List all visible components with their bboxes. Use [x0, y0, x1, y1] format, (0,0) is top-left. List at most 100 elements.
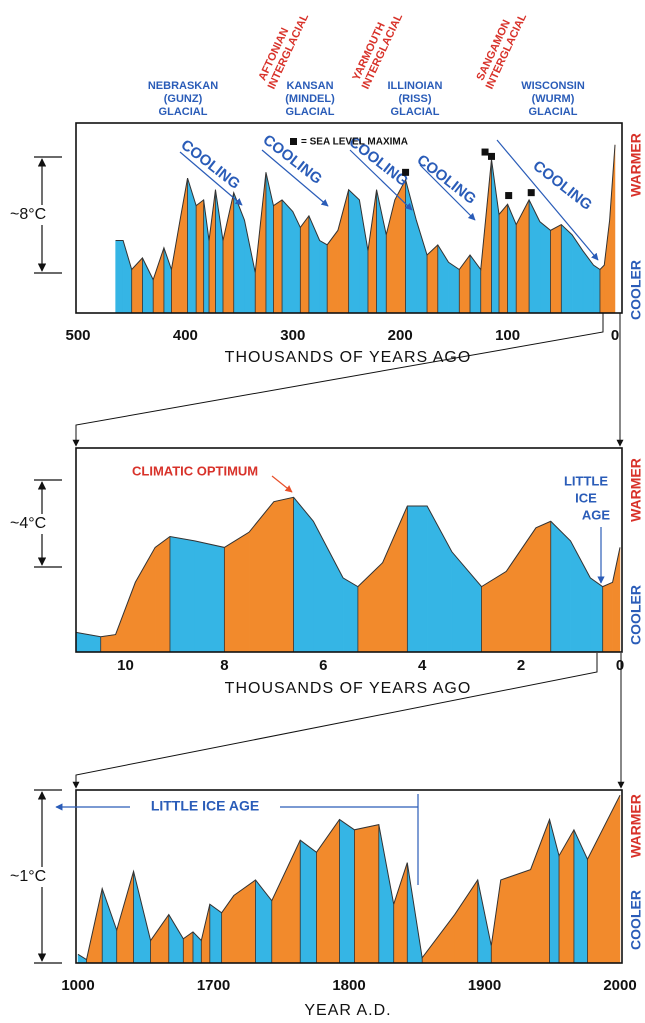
area-segment — [451, 551, 482, 653]
area-segment — [221, 894, 235, 964]
area-segment — [550, 520, 571, 653]
area-segment — [416, 220, 428, 314]
label-bg — [130, 798, 280, 816]
area-segment — [131, 257, 143, 314]
sea-level-marker — [487, 152, 495, 160]
glacial-label: KANSAN — [286, 80, 333, 92]
area-segment — [142, 257, 154, 314]
little-ice-age-label: AGE — [582, 507, 611, 522]
area-segment — [480, 159, 492, 314]
x-tick-label: 2 — [517, 657, 525, 674]
area-segment — [194, 540, 225, 653]
x-tick-label: 0 — [611, 327, 619, 344]
area-segment — [593, 264, 601, 314]
panel-frame — [75, 447, 623, 653]
scale-label: ~4°C — [10, 515, 46, 532]
area-segment — [265, 172, 274, 314]
area-segment — [354, 824, 380, 964]
x-axis-title: THOUSANDS OF YEARS AGO — [225, 349, 472, 366]
trend-arrow — [261, 149, 329, 207]
area-segment — [339, 818, 355, 964]
area-segment — [382, 505, 408, 653]
scale-label-bg — [8, 205, 48, 225]
area-segment — [313, 521, 344, 653]
scale-label: ~8°C — [10, 206, 46, 223]
optimum-arrow — [271, 475, 293, 493]
area-segment — [308, 215, 320, 314]
area-segment — [506, 526, 537, 653]
area-segment — [459, 254, 471, 314]
area-segment — [539, 221, 551, 314]
x-axis-title: THOUSANDS OF YEARS AGO — [225, 680, 472, 697]
x-tick-label: 200 — [388, 327, 413, 344]
trend-arrow — [349, 149, 413, 211]
x-tick-label: 10 — [117, 657, 134, 674]
x-tick-label: 300 — [280, 327, 305, 344]
area-segment — [357, 562, 383, 653]
area-segment — [528, 199, 541, 314]
x-tick-label: 0 — [616, 657, 624, 674]
area-segment — [183, 931, 194, 964]
area-segment — [407, 505, 428, 653]
area-segment — [558, 828, 575, 964]
glacial-label: GLACIAL — [529, 106, 578, 118]
area-segment — [393, 862, 408, 964]
area-segment — [561, 223, 573, 314]
glacial-label: (GUNZ) — [164, 93, 203, 105]
area-segment — [316, 818, 340, 964]
cooler-label: COOLER — [628, 890, 644, 950]
trend-label: COOLING — [414, 151, 480, 207]
area-segment — [571, 233, 584, 314]
area-segment — [233, 192, 245, 314]
area-segment — [454, 879, 478, 964]
area-segment — [224, 531, 250, 653]
x-tick-label: 400 — [173, 327, 198, 344]
area-segment — [115, 240, 124, 314]
legend-symbol — [290, 138, 297, 145]
area-segment — [348, 189, 360, 314]
area-segment — [281, 199, 294, 314]
glacial-label: GLACIAL — [391, 106, 440, 118]
area-segment — [481, 570, 507, 653]
panel-frame — [75, 789, 623, 964]
area-outline — [75, 496, 621, 638]
area-segment — [394, 179, 406, 314]
area-segment — [133, 871, 151, 964]
glacial-label: WISCONSIN — [521, 80, 585, 92]
area-segment — [604, 220, 610, 314]
trend-arrow — [179, 151, 243, 206]
area-segment — [292, 211, 301, 314]
area-segment — [535, 520, 552, 653]
connector — [72, 313, 604, 447]
x-tick-label: 1000 — [61, 977, 94, 994]
area-segment — [135, 546, 156, 653]
cooler-label: COOLER — [628, 260, 644, 320]
area-segment — [437, 243, 449, 314]
area-segment — [154, 536, 171, 653]
cooler-label: COOLER — [628, 585, 644, 645]
connector — [72, 653, 598, 789]
area-segment — [498, 203, 508, 314]
x-tick-label: 8 — [220, 657, 228, 674]
area-segment — [195, 199, 204, 314]
sea-level-marker — [481, 148, 489, 156]
area-segment — [101, 888, 117, 964]
area-segment — [299, 839, 317, 964]
area-segment — [187, 178, 197, 314]
connectors — [72, 313, 625, 789]
area-segment — [587, 795, 621, 964]
glacial-label: ILLINOIAN — [388, 80, 443, 92]
x-tick-label: 1900 — [468, 977, 501, 994]
area-segment — [469, 254, 481, 314]
area-segment — [150, 913, 170, 964]
glacial-label: (MINDEL) — [285, 93, 335, 105]
x-tick-label: 100 — [495, 327, 520, 344]
area-segment — [582, 249, 594, 314]
area-segment — [477, 879, 492, 964]
area-segment — [122, 240, 132, 314]
x-axis-title: YEAR A.D. — [304, 1002, 391, 1019]
warmer-label: WARMER — [628, 458, 644, 522]
